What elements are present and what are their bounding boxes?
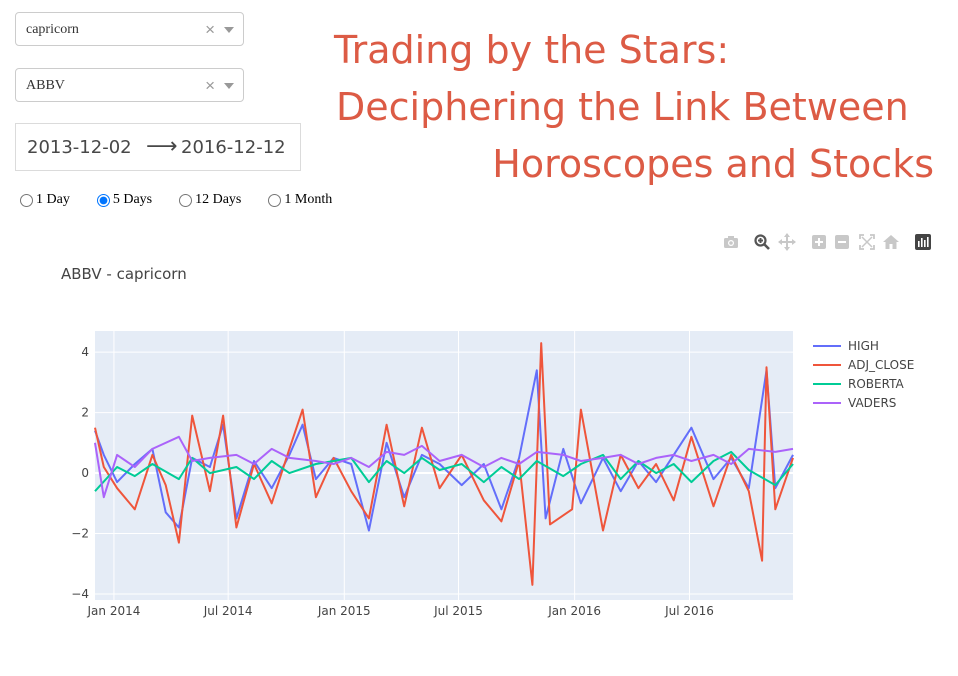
x-tick-label: Jan 2016 [547, 604, 601, 618]
legend-label: ADJ_CLOSE [848, 358, 914, 372]
radio-option-1-month[interactable]: 1 Month [266, 192, 332, 208]
pan-icon[interactable] [778, 233, 796, 251]
x-tick-label: Jan 2014 [87, 604, 141, 618]
chevron-down-icon[interactable] [224, 83, 234, 89]
x-tick-label: Jul 2015 [433, 604, 483, 618]
zoom-in-icon[interactable] [810, 233, 828, 251]
legend-item-adj-close[interactable]: ADJ_CLOSE [813, 358, 914, 372]
radio-1-day[interactable] [20, 193, 33, 207]
series-line-vaders[interactable] [94, 435, 794, 499]
y-tick-label: −2 [71, 527, 89, 541]
chevron-down-icon[interactable] [224, 27, 234, 33]
start-date-input[interactable]: 2013-12-02 [27, 137, 132, 158]
legend-label: ROBERTA [848, 377, 904, 391]
zoom-out-icon[interactable] [833, 233, 851, 251]
date-range-arrow-icon: ⟶ [146, 134, 178, 159]
axis-tick-labels: −4 −2 0 2 4 Jan 2014 Jul 2014 Jan 2015 Jul 2015 J… [71, 345, 714, 618]
sign-dropdown[interactable]: capricorn × [15, 12, 244, 46]
radio-label: 5 Days [112, 192, 153, 207]
radio-label: 1 Month [284, 192, 333, 207]
sign-dropdown-value: capricorn [26, 22, 79, 37]
radio-label: 1 Day [36, 192, 70, 207]
autoscale-icon[interactable] [858, 233, 876, 251]
y-tick-label: 4 [81, 345, 89, 359]
radio-option-1-day[interactable]: 1 Day [18, 192, 70, 208]
ticker-dropdown-value: ABBV [26, 78, 65, 93]
x-tick-label: Jul 2014 [203, 604, 253, 618]
page-title-line-3: Horoscopes and Stocks [492, 142, 934, 186]
page-title: Trading by the Stars: Deciphering the Li… [300, 22, 934, 193]
page-title-line-2: Deciphering the Link Between [336, 85, 909, 129]
radio-5-days[interactable] [96, 193, 110, 207]
radio-option-12-days[interactable]: 12 Days [177, 192, 241, 208]
ticker-dropdown[interactable]: ABBV × [15, 68, 244, 102]
legend-label: HIGH [848, 339, 879, 353]
plotly-logo-icon[interactable] [914, 233, 932, 251]
page-title-line-1: Trading by the Stars: [334, 28, 730, 72]
radio-12-days[interactable] [179, 193, 193, 207]
radio-label: 12 Days [195, 192, 242, 207]
clear-icon[interactable]: × [205, 76, 215, 95]
frequency-radio-group: 1 Day 5 Days 12 Days 1 Month [18, 192, 357, 208]
y-tick-label: 0 [81, 466, 89, 480]
y-tick-label: 2 [81, 406, 89, 420]
legend-label: VADERS [848, 396, 896, 410]
date-range-picker: 2013-12-02 ⟶ 2016-12-12 [15, 123, 301, 171]
camera-icon[interactable] [722, 233, 740, 251]
zoom-icon[interactable] [753, 233, 771, 251]
y-tick-label: −4 [71, 587, 89, 601]
x-tick-label: Jan 2015 [317, 604, 371, 618]
series-lines [94, 342, 794, 586]
legend-item-vaders[interactable]: VADERS [813, 396, 896, 410]
chart-modebar [720, 233, 935, 253]
radio-1-month[interactable] [268, 193, 282, 207]
x-tick-label: Jul 2016 [664, 604, 714, 618]
clear-icon[interactable]: × [205, 20, 215, 39]
reset-axes-icon[interactable] [882, 233, 900, 251]
end-date-input[interactable]: 2016-12-12 [181, 137, 286, 158]
legend-item-high[interactable]: HIGH [813, 339, 879, 353]
legend: HIGH ADJ_CLOSE ROBERTA VADERS [813, 339, 914, 410]
chart-title: ABBV - capricorn [61, 265, 187, 283]
series-line-roberta[interactable] [94, 450, 794, 492]
radio-option-5-days[interactable]: 5 Days [95, 192, 152, 208]
legend-item-roberta[interactable]: ROBERTA [813, 377, 904, 391]
